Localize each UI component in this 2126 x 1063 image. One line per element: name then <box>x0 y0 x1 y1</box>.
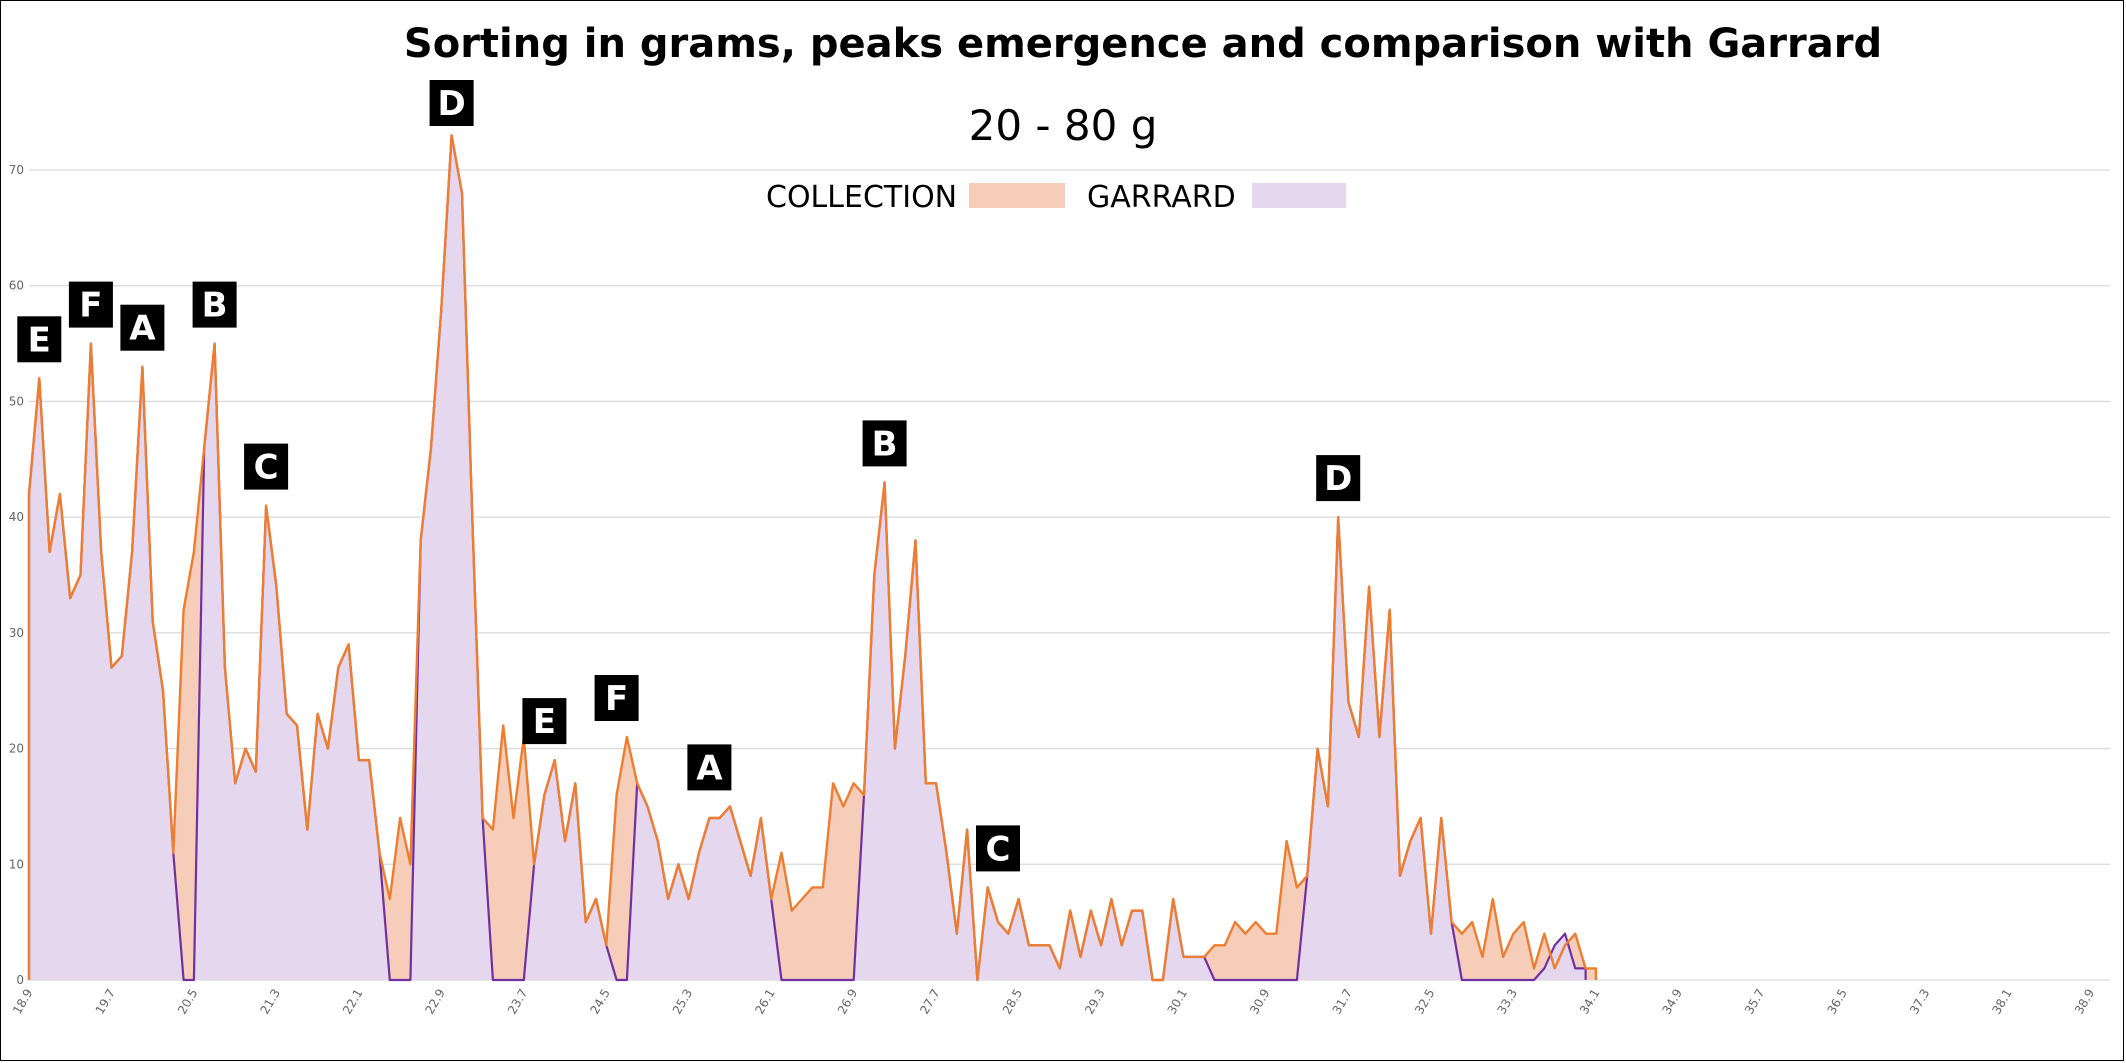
peak-letter: B <box>202 286 228 326</box>
chart-subtitle: 20 - 80 g <box>969 101 1158 150</box>
x-tick-label: 36.5 <box>1824 987 1849 1017</box>
legend-swatch-collection <box>969 183 1065 208</box>
x-tick-label: 31.7 <box>1330 987 1355 1017</box>
gridlines <box>29 169 2110 981</box>
x-tick-label: 38.9 <box>2072 987 2097 1017</box>
peak-box <box>862 420 907 467</box>
peak-letter: A <box>696 748 723 788</box>
peak-letter: C <box>254 448 279 488</box>
x-tick-label: 18.9 <box>10 987 35 1017</box>
peak-label-d: D <box>1316 455 1361 502</box>
x-tick-label: 33.3 <box>1495 987 1520 1017</box>
peak-letter: F <box>605 679 628 719</box>
peak-box <box>1316 455 1361 502</box>
x-tick-label: 29.3 <box>1082 987 1107 1017</box>
x-tick-label: 22.9 <box>422 987 447 1017</box>
x-tick-label: 22.1 <box>340 987 365 1017</box>
x-tick-label: 26.9 <box>835 987 860 1017</box>
peak-letter: A <box>129 309 156 349</box>
y-tick-label: 60 <box>9 279 24 293</box>
peak-box <box>976 825 1020 872</box>
peak-letter: E <box>533 702 556 742</box>
x-tick-label: 35.7 <box>1742 987 1767 1017</box>
peak-box <box>687 744 732 791</box>
x-tick-label: 32.5 <box>1412 987 1437 1017</box>
peak-label-b: B <box>862 420 907 467</box>
peak-label-f: F <box>594 675 639 721</box>
x-tick-label: 20.5 <box>175 987 200 1017</box>
y-tick-label: 0 <box>16 973 24 987</box>
x-tick-label: 24.5 <box>587 987 612 1017</box>
x-tick-label: 25.3 <box>670 987 695 1017</box>
peak-box <box>192 281 237 328</box>
peak-letter: D <box>437 84 465 124</box>
y-tick-label: 70 <box>9 163 24 177</box>
peak-box <box>68 281 113 328</box>
x-tick-label: 34.1 <box>1577 987 1602 1017</box>
legend-swatch-garrard <box>1252 183 1346 208</box>
series-areas <box>29 135 1596 981</box>
peak-box <box>594 675 639 721</box>
peak-label-b: B <box>192 281 237 328</box>
x-tick-label: 19.7 <box>93 987 118 1017</box>
peak-label-a: A <box>687 744 732 791</box>
line-collection <box>27 134 1598 982</box>
area-garrard <box>29 135 1586 981</box>
y-tick-label: 30 <box>9 626 24 640</box>
peak-box <box>522 698 567 745</box>
legend-label-garrard: GARRARD <box>1087 180 1236 215</box>
peak-label-d: D <box>429 80 474 126</box>
x-tick-label: 34.9 <box>1660 987 1685 1017</box>
x-tick-label: 21.3 <box>258 987 283 1017</box>
series-lines <box>27 134 1598 982</box>
chart-title: Sorting in grams, peaks emergence and co… <box>404 21 1882 67</box>
y-axis-ticks: 0 10 20 30 40 50 60 70 <box>9 163 24 987</box>
peak-letter: B <box>872 424 898 464</box>
peak-letter: E <box>28 320 51 360</box>
x-tick-label: 26.1 <box>752 987 777 1017</box>
y-tick-label: 40 <box>9 510 24 524</box>
peak-label-f: F <box>68 281 113 328</box>
peak-box <box>244 443 289 490</box>
x-tick-label: 38.1 <box>1989 987 2014 1017</box>
y-tick-label: 20 <box>9 742 24 756</box>
peak-box <box>17 316 62 363</box>
x-tick-label: 37.3 <box>1907 987 1932 1017</box>
peak-label-e: E <box>17 316 62 363</box>
peak-letter: D <box>1324 459 1352 499</box>
x-axis-ticks: 18.9 19.7 20.5 21.3 22.1 22.9 23.7 24.5 25.3 26.1… <box>10 987 2097 1017</box>
y-tick-label: 50 <box>9 394 24 408</box>
x-tick-label: 28.5 <box>1000 987 1025 1017</box>
peak-label-c: C <box>244 443 289 490</box>
x-tick-label: 27.7 <box>917 987 942 1017</box>
legend: COLLECTION GARRARD <box>766 180 1346 215</box>
x-tick-label: 30.9 <box>1247 987 1272 1017</box>
legend-label-collection: COLLECTION <box>766 180 957 215</box>
peak-letter: F <box>79 286 102 326</box>
peak-letter: C <box>986 829 1011 869</box>
y-tick-label: 10 <box>9 857 24 871</box>
peak-box <box>120 304 165 351</box>
x-tick-label: 30.1 <box>1165 987 1190 1017</box>
peak-label-c: C <box>976 825 1020 872</box>
peak-box <box>429 80 474 126</box>
peak-label-e: E <box>522 698 567 745</box>
peak-label-a: A <box>120 304 165 351</box>
x-tick-label: 23.7 <box>505 987 530 1017</box>
